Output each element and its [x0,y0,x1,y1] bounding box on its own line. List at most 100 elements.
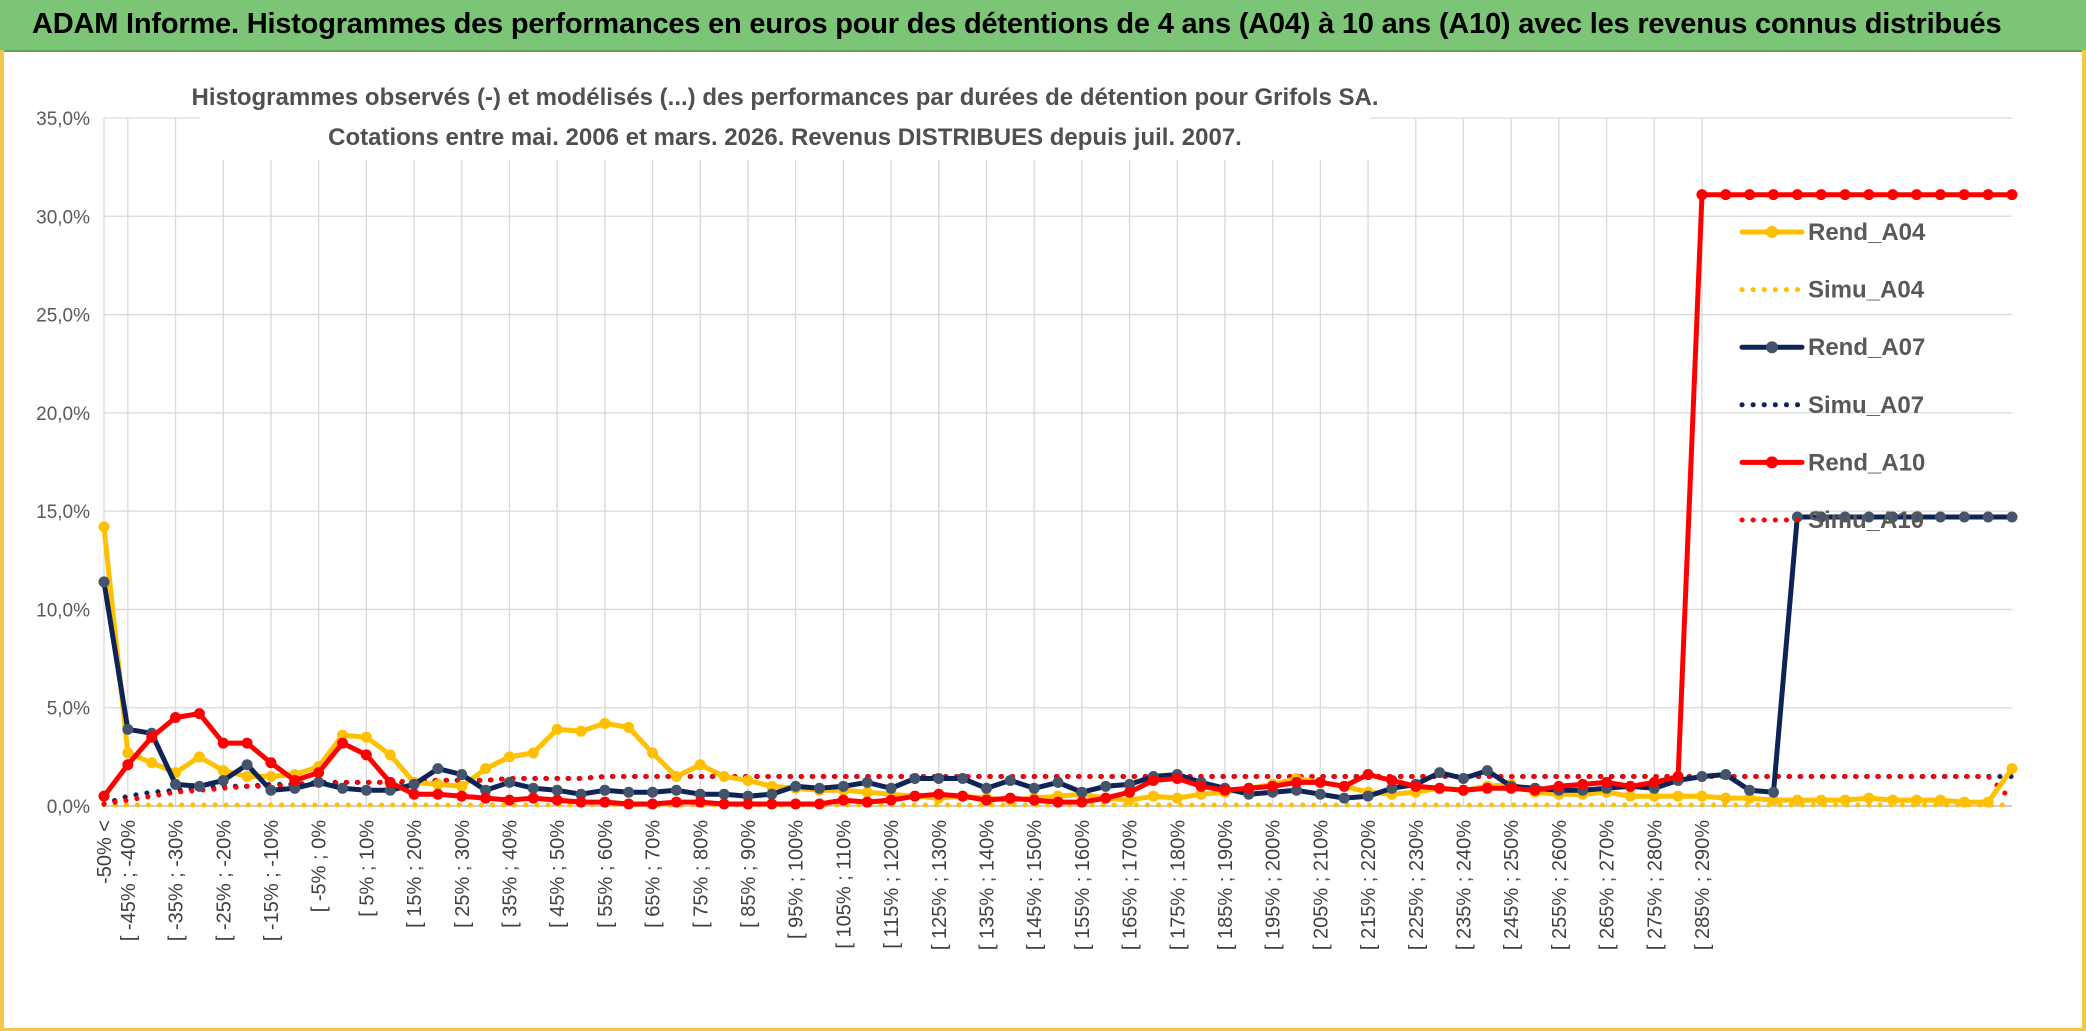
data-point [1839,794,1851,806]
data-point [1720,189,1732,201]
data-point [1171,792,1183,804]
data-point [480,784,492,796]
data-point [122,747,134,759]
series-line-rend-a10 [101,192,2015,807]
data-point [861,786,873,798]
x-tick-label: [ 275% ; 280% [1644,820,1666,950]
data-point [193,751,205,763]
x-tick-label: [ 235% ; 240% [1453,820,1475,950]
data-point [551,723,563,735]
data-point [1768,189,1779,201]
data-point [599,717,611,729]
data-point [1863,511,1875,523]
data-point [313,767,325,779]
data-point [861,796,873,808]
data-point [1386,774,1398,786]
data-point [1696,790,1708,802]
data-point [1147,790,1159,802]
data-point [1314,788,1326,800]
data-point [1672,771,1684,783]
data-point [1124,794,1136,806]
data-point [1434,782,1446,794]
data-point [1124,778,1136,790]
data-point [1505,782,1517,794]
data-point [1696,189,1708,201]
y-tick-label: 15,0% [36,502,90,523]
data-point [1004,792,1016,804]
performance-histogram-chart: 0,0% 5,0% 10,0% 15,0% 20,0% 25,0% 30,0% 35,0% -… [36,70,2018,950]
data-point [503,776,515,788]
data-point [337,782,348,794]
data-point [2006,763,2018,775]
data-point [766,798,778,810]
data-point [265,771,277,783]
data-point [742,790,754,802]
data-point [480,763,492,775]
data-point [122,723,134,735]
data-point [1481,782,1493,794]
data-point [1529,784,1541,796]
x-tick-label: [ -45% ; -40% [118,820,140,941]
x-tick-label: [ -5% ; 0% [309,820,331,912]
data-point [790,780,802,792]
x-tick-label: [ -15% ; -10% [261,820,283,941]
x-tick-label: [ 95% ; 100% [786,820,808,939]
data-point [1648,776,1660,788]
data-point [647,747,659,759]
legend-entry-label: Rend_A04 [1808,219,1926,246]
data-point [1958,511,1970,523]
data-point [1291,784,1302,796]
data-point [1744,189,1756,201]
x-tick-label: [ 105% ; 110% [833,820,855,949]
data-point [1815,794,1827,806]
data-point [1457,772,1469,784]
y-tick-label: 20,0% [36,404,90,425]
y-axis-ticks: 0,0% 5,0% 10,0% 15,0% 20,0% 25,0% 30,0% 35,0% [36,109,90,818]
data-point [1076,786,1088,798]
data-point [885,794,897,806]
data-point [337,729,348,741]
data-point [1887,189,1899,201]
data-point [265,757,277,769]
data-point [1791,189,1803,201]
data-point [1100,792,1112,804]
x-tick-label: [ 165% ; 170% [1120,820,1142,950]
data-point [575,725,587,737]
grid-lines [103,117,2012,807]
data-point [193,708,205,720]
series-line-rend-a04 [101,524,2015,805]
data-point [384,776,396,788]
y-tick-label: 30,0% [36,207,90,228]
data-point [1267,780,1279,792]
data-point [980,794,992,806]
data-point [408,778,420,790]
legend-entry-label: Simu_A07 [1808,392,1924,419]
x-tick-label: [ 155% ; 160% [1072,820,1094,950]
legend-entry-label: Rend_A10 [1808,449,1925,476]
legend: Rend_A04 Simu_A04 Rend_A07 Simu_A07 Rend_A10… [1739,219,1926,534]
data-point [933,772,945,784]
x-tick-label: [ 75% ; 80% [690,820,712,928]
data-point [551,784,563,796]
data-point [623,721,635,733]
x-tick-label: [ 245% ; 250% [1501,820,1523,950]
data-point [1982,511,1994,523]
data-point [384,784,396,796]
legend-marker [1766,456,1778,469]
data-point [837,794,849,806]
data-point [1791,794,1803,806]
data-point [1934,794,1946,806]
data-point [1982,796,1994,808]
data-point [742,798,754,810]
data-point [146,731,158,743]
x-tick-label: -50% < [94,820,116,884]
data-point [1839,511,1851,523]
data-point [670,771,682,783]
x-tick-label: [ 35% ; 40% [499,820,521,928]
x-tick-label: [ 15% ; 20% [404,820,426,928]
x-tick-label: [ 285% ; 290% [1692,820,1714,950]
data-point [1362,769,1374,781]
x-tick-label: [ 205% ; 210% [1310,820,1332,950]
data-point [1768,786,1779,798]
data-point [217,737,229,749]
